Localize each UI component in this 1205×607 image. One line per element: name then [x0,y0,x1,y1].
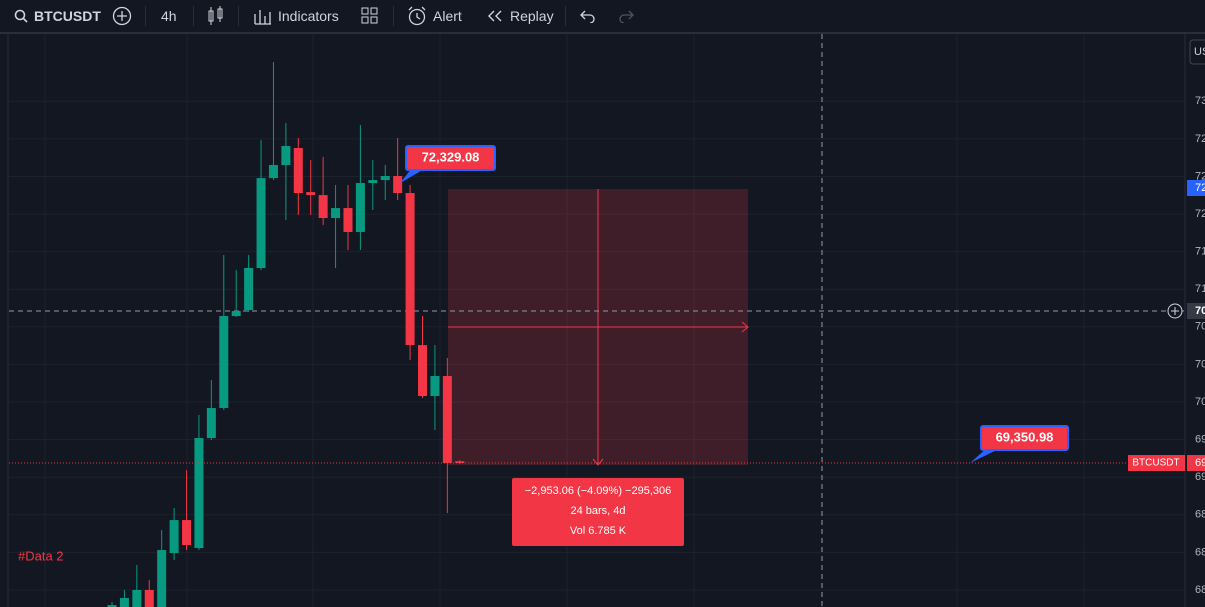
measure-line: 24 bars, 4d [570,505,625,517]
indicators-button[interactable]: Indicators [254,0,339,32]
separator [393,6,394,26]
y-tick-label: 72 [1195,170,1205,182]
candle-icon [208,6,223,25]
measure-line: Vol 6.785 K [570,525,627,537]
separator [145,6,146,26]
candle-body [331,208,341,219]
candle-body [455,461,465,464]
last-price-tag: 69 [1195,457,1205,469]
plus-icon [1171,307,1179,315]
replay-icon [488,10,502,22]
alert-button[interactable]: Alert [407,0,462,32]
y-tick-label: 73 [1195,95,1205,107]
interval: 4h [161,8,177,24]
candle-body [268,165,278,179]
alert-label: Alert [433,8,462,24]
y-tick-label: 69 [1195,434,1205,446]
candle-body [231,311,241,317]
currency-button[interactable] [1189,39,1205,65]
chart-type-button[interactable] [207,0,225,32]
candle-body [194,438,204,548]
search-icon [14,9,28,23]
toolbar: BTCUSDT 4h Indicators Alert Replay [0,0,1205,34]
symbol-button[interactable]: BTCUSDT [14,0,101,32]
candle-body [405,193,415,346]
highlight-tag: 72 [1195,182,1205,194]
candle-body [418,345,427,397]
symbol-tag: BTCUSDT [1132,458,1179,469]
candle-body [182,520,192,546]
y-tick-label: 68 [1195,584,1205,596]
candle-body [119,597,129,607]
plus-icon [112,6,132,26]
y-tick-label: 72 [1195,133,1205,145]
separator [565,6,566,26]
measure-info [512,478,684,546]
y-tick-label: 70 [1195,358,1205,370]
candle-body [157,550,167,607]
undo-icon [580,10,595,23]
redo-icon [619,10,634,23]
separator [193,6,194,26]
candle-body [343,208,353,233]
redo-button[interactable] [618,0,634,32]
y-tick-label: 70 [1195,396,1205,408]
add-symbol[interactable] [112,0,132,32]
candle-body [293,147,303,194]
currency-label: US [1194,46,1205,58]
alert-icon [408,6,426,26]
candle-body [244,268,254,311]
callout-pointer [970,448,1001,464]
crosshair-tag-bg [1187,303,1205,319]
y-tick-label: 68 [1195,509,1205,521]
y-tick-label: 72 [1195,208,1205,220]
callout-box [405,145,496,171]
y-tick-label: 69 [1195,471,1205,483]
symbol-tag-bg [1128,455,1185,472]
grid-icon [361,7,378,24]
replay-button[interactable]: Replay [486,0,554,32]
candle-body [318,195,328,219]
measure-line: −2,953.06 (−4.09%) −295,306 [525,485,671,497]
y-tick-label: 70 [1195,321,1205,333]
candle-body [355,183,365,233]
measure-arrow [592,458,604,466]
candle-body [256,178,266,269]
candle-body [169,520,179,554]
indicators-icon [254,10,271,25]
candle-body [368,180,378,184]
callout-pointer [400,168,426,184]
highlight-tag-bg [1187,180,1205,196]
candle-body [281,146,291,166]
callout-label: 69,350.98 [996,429,1054,444]
y-tick-label: 71 [1195,246,1205,258]
replay-label: Replay [510,8,554,24]
watermark: #Data 2 [18,548,64,563]
candle-body [442,375,452,464]
indicators-label: Indicators [278,8,339,24]
layouts-button[interactable] [361,0,379,32]
candle-body [306,192,316,196]
candle-body [144,589,154,607]
undo-button[interactable] [580,0,596,32]
candle-body [132,589,142,607]
callout-box [980,425,1069,451]
symbol: BTCUSDT [34,8,101,24]
last-price-tag-bg [1187,455,1205,472]
callout-label: 72,329.08 [422,149,480,164]
candle-body [430,375,440,397]
candle-body [206,408,216,439]
crosshair-tag: 70 [1195,305,1205,317]
y-tick-label: 71 [1195,283,1205,295]
candle-body [393,176,403,194]
interval-button[interactable]: 4h [161,0,177,32]
separator [238,6,239,26]
candle-body [107,605,117,607]
candle-body [380,176,390,181]
candle-body [219,316,229,409]
measure-arrow [741,321,749,333]
y-tick-label: 68 [1195,546,1205,558]
